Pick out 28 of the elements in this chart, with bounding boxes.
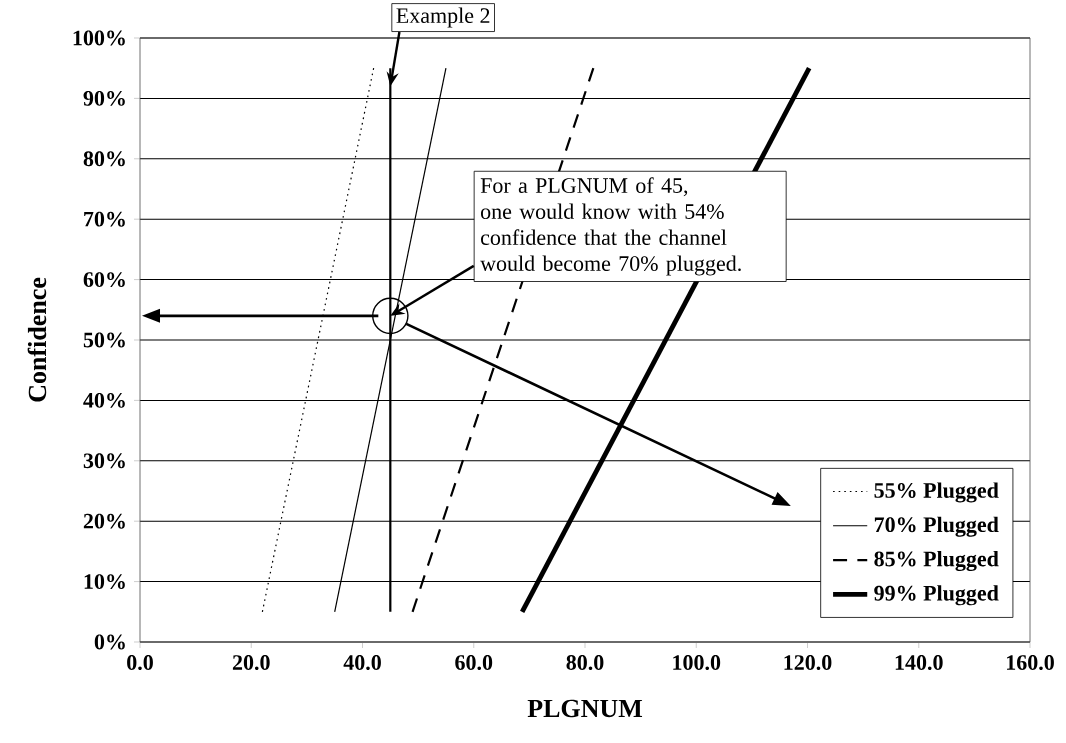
annotation: For a PLGNUM of 45, one would know with 54% confidence that the channel would become 70% plugged. [480, 177, 741, 276]
y-axis-title: Confidence [27, 277, 47, 402]
y-tick-label: 50% [83, 332, 125, 348]
x-tick-label: 140.0 [895, 655, 943, 670]
y-tick-label: 70% [84, 211, 125, 227]
y-tick-label: 90% [83, 90, 125, 106]
x-tick-label: 60.0 [455, 655, 493, 670]
y-tick-label: 10% [84, 574, 125, 590]
x-tick-label: 0.0 [127, 655, 153, 670]
y-tick-label: 80% [83, 151, 125, 167]
y-tick-label: 30% [83, 453, 125, 469]
x-axis-title: PLGNUM [527, 699, 643, 718]
annotation: Example 2 [396, 7, 490, 28]
x-tick-label: 100.0 [673, 655, 721, 670]
x-tick-label: 120.0 [784, 655, 832, 670]
legend-label: 70% Plugged [874, 516, 999, 537]
x-tick-label: 160.0 [1007, 655, 1054, 670]
x-tick-label: 20.0 [232, 655, 270, 670]
y-tick-label: 0% [94, 634, 125, 650]
legend-label: 99% Plugged [874, 585, 999, 606]
y-tick-label: 20% [83, 513, 125, 529]
y-tick-label: 100% [73, 30, 125, 46]
y-tick-label: 40% [83, 392, 125, 408]
x-tick-label: 40.0 [343, 655, 381, 670]
legend-label: 85% Plugged [874, 550, 999, 572]
x-tick-label: 80.0 [566, 655, 604, 670]
legend-label: 55% Plugged [874, 482, 999, 503]
y-tick-label: 60% [83, 272, 125, 288]
